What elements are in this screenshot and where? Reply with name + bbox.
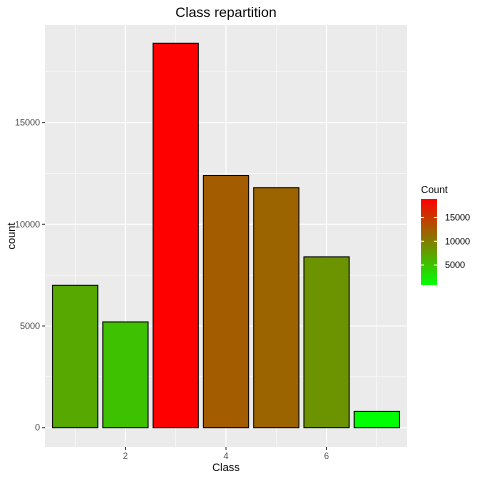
legend: Count 5000 10000 15000: [421, 185, 470, 285]
bar-2: [102, 321, 149, 429]
bar-1: [52, 284, 99, 429]
legend-colorbar: [421, 199, 437, 285]
bar-5: [253, 187, 300, 429]
legend-tick-label: 15000: [445, 213, 470, 223]
x-axis-title: Class: [212, 462, 240, 474]
y-axis: 0 5000 10000 15000: [15, 118, 45, 433]
legend-tick-label: 5000: [445, 260, 465, 270]
chart-title: Class repartition: [175, 4, 276, 20]
y-axis-title: count: [6, 223, 18, 250]
x-axis: 2 4 6: [123, 447, 329, 461]
x-tick-label: 6: [324, 451, 329, 461]
x-tick-label: 2: [123, 451, 128, 461]
legend-ticks: 5000 10000 15000: [421, 213, 470, 270]
bar-6: [303, 256, 350, 429]
legend-title: Count: [421, 185, 448, 196]
bar-3: [152, 42, 199, 429]
y-tick-label: 10000: [15, 219, 40, 229]
bars: [52, 42, 400, 429]
x-tick-label: 4: [223, 451, 228, 461]
y-tick-label: 0: [35, 423, 40, 433]
bar-7: [353, 410, 400, 429]
bar-4: [202, 174, 250, 429]
y-tick-label: 5000: [20, 321, 40, 331]
legend-tick-label: 10000: [445, 236, 470, 246]
y-tick-label: 15000: [15, 118, 40, 128]
